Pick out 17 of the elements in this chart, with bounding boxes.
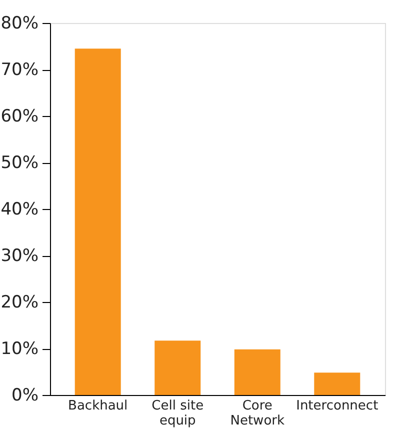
bar — [314, 372, 360, 395]
y-tick-label: 30% — [0, 246, 38, 266]
bar — [74, 48, 121, 395]
y-tick-label: 70% — [0, 60, 38, 80]
y-tick-label: 60% — [0, 106, 38, 126]
bar — [154, 340, 201, 395]
x-tick-label: Backhaul — [68, 398, 128, 414]
y-tick-label: 0% — [12, 386, 38, 406]
x-tick-label: Cell site equip — [152, 398, 204, 428]
y-tick-label: 80% — [0, 14, 38, 34]
y-tick-label: 40% — [0, 200, 38, 220]
x-tick-label: Interconnect — [296, 398, 378, 414]
y-tick-label: 50% — [0, 153, 38, 173]
x-tick-label: Core Network — [230, 398, 285, 428]
y-tick-label: 20% — [0, 292, 38, 312]
y-tick-label: 10% — [0, 339, 38, 359]
bar — [234, 349, 280, 395]
